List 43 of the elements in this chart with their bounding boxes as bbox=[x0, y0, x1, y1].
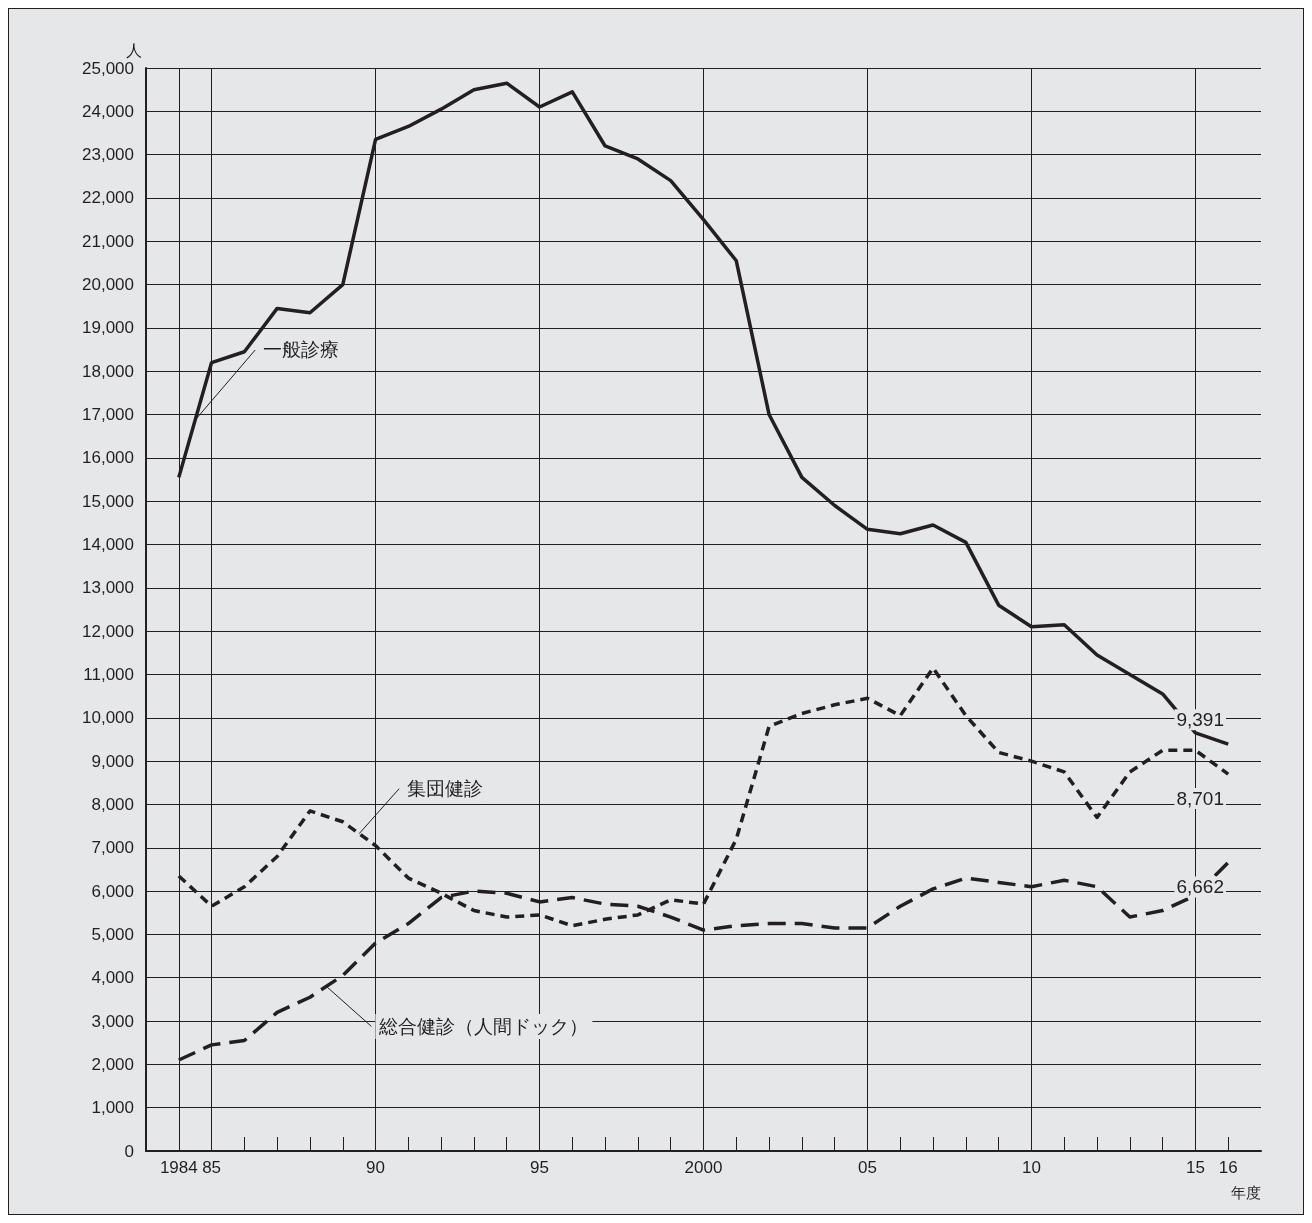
data-label: 8,701 bbox=[1176, 788, 1224, 810]
y-tick-label: 24,000 bbox=[82, 101, 134, 121]
y-tick-label: 1,000 bbox=[91, 1098, 134, 1118]
y-tick-label: 9,000 bbox=[91, 751, 134, 771]
y-tick-label: 0 bbox=[124, 1141, 134, 1161]
y-tick-label: 17,000 bbox=[82, 405, 134, 425]
x-tick-label: 1984 bbox=[159, 1158, 198, 1177]
x-tick-label: 16 bbox=[1218, 1158, 1238, 1177]
y-tick-label: 12,000 bbox=[82, 621, 134, 641]
y-tick-label: 22,000 bbox=[82, 188, 134, 208]
y-tick-label: 16,000 bbox=[82, 448, 134, 468]
y-axis-title: 人 bbox=[126, 41, 142, 59]
y-tick-label: 15,000 bbox=[82, 491, 134, 511]
x-axis-title: 年度 bbox=[1231, 1184, 1261, 1201]
x-tick-label: 15 bbox=[1185, 1158, 1205, 1177]
y-tick-label: 7,000 bbox=[91, 838, 134, 858]
series-label: 一般診療 bbox=[263, 339, 340, 361]
data-label: 9,391 bbox=[1176, 709, 1224, 731]
text: 総合健診（人間ドック） bbox=[378, 1015, 589, 1037]
y-tick-label: 3,000 bbox=[91, 1011, 134, 1031]
x-tick-label: 85 bbox=[202, 1158, 222, 1177]
x-tick-label: 05 bbox=[858, 1158, 877, 1177]
y-tick-label: 8,000 bbox=[91, 794, 134, 814]
x-tick-label: 2000 bbox=[684, 1158, 723, 1177]
x-tick-label: 95 bbox=[530, 1158, 549, 1177]
data-label: 6,662 bbox=[1176, 876, 1224, 898]
x-tick-label: 90 bbox=[366, 1158, 386, 1177]
y-tick-label: 4,000 bbox=[91, 968, 134, 988]
y-tick-label: 11,000 bbox=[83, 664, 134, 684]
y-tick-label: 20,000 bbox=[82, 275, 134, 295]
y-tick-label: 21,000 bbox=[82, 231, 134, 251]
y-tick-label: 18,000 bbox=[82, 361, 134, 381]
y-tick-label: 19,000 bbox=[82, 318, 134, 338]
y-tick-label: 5,000 bbox=[91, 924, 134, 944]
y-tick-label: 10,000 bbox=[82, 708, 134, 728]
y-tick-label: 2,000 bbox=[91, 1054, 134, 1074]
y-tick-label: 25,000 bbox=[82, 58, 134, 78]
y-tick-label: 13,000 bbox=[82, 578, 134, 598]
y-tick-label: 14,000 bbox=[82, 535, 134, 555]
x-tick-label: 10 bbox=[1021, 1158, 1041, 1177]
text: 集団健診 bbox=[407, 778, 484, 800]
y-tick-label: 6,000 bbox=[91, 881, 134, 901]
y-tick-label: 23,000 bbox=[82, 145, 134, 165]
